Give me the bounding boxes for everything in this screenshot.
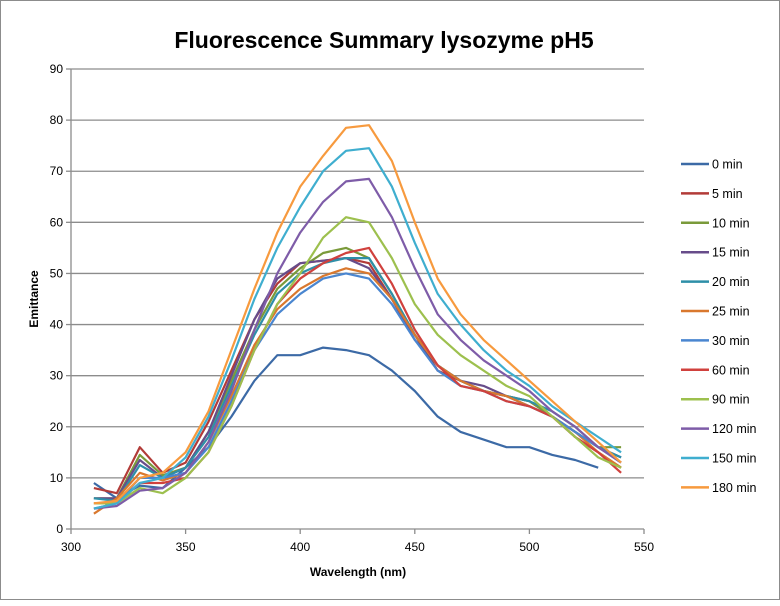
y-tick-label: 50 (50, 266, 64, 280)
legend-entry: 30 min (712, 334, 750, 348)
y-tick-label: 20 (50, 420, 64, 434)
series-line-20-min (93, 257, 622, 502)
y-tick-label: 30 (50, 369, 64, 383)
series-line-120-min (93, 177, 622, 510)
y-tick-label: 90 (50, 62, 64, 76)
legend-entry: 0 min (712, 158, 743, 172)
legend-entry: 180 min (712, 481, 757, 495)
axes: 0 10 20 30 40 50 60 70 80 90 300 350 400 450 500 550 (50, 62, 655, 554)
legend-entry: 15 min (712, 246, 750, 260)
y-tick-label: 40 (50, 318, 64, 332)
chart-title: Fluorescence Summary lysozyme pH5 (174, 27, 593, 53)
legend: 0 min 5 min 10 min 15 min 20 min 25 min 30 min… (681, 158, 757, 495)
y-axis-label: Emittance (27, 270, 41, 328)
y-tick-label: 70 (50, 164, 64, 178)
series-line-60-min (93, 246, 622, 505)
legend-entry: 90 min (712, 393, 750, 407)
gridlines (71, 68, 644, 479)
y-tick-label: 80 (50, 113, 64, 127)
x-tick-label: 500 (519, 540, 539, 554)
legend-entry: 20 min (712, 275, 750, 289)
legend-entry: 5 min (712, 187, 743, 201)
x-tick-label: 300 (61, 540, 81, 554)
series-line-150-min (93, 147, 622, 510)
series-line-90-min (93, 216, 622, 505)
series-line-10-min (93, 246, 622, 500)
y-tick-label: 60 (50, 215, 64, 229)
legend-entry: 25 min (712, 305, 750, 319)
legend-entry: 10 min (712, 216, 750, 230)
x-tick-label: 400 (290, 540, 310, 554)
y-tick-label: 0 (56, 522, 63, 536)
legend-entry: 60 min (712, 363, 750, 377)
legend-entry: 120 min (712, 422, 757, 436)
x-tick-label: 350 (176, 540, 196, 554)
x-tick-label: 550 (634, 540, 654, 554)
series-lines (93, 124, 622, 515)
series-line-180-min (93, 124, 622, 505)
x-tick-label: 450 (405, 540, 425, 554)
y-tick-label: 10 (50, 471, 64, 485)
x-axis-label: Wavelength (nm) (310, 565, 406, 579)
legend-entry: 150 min (712, 452, 757, 466)
